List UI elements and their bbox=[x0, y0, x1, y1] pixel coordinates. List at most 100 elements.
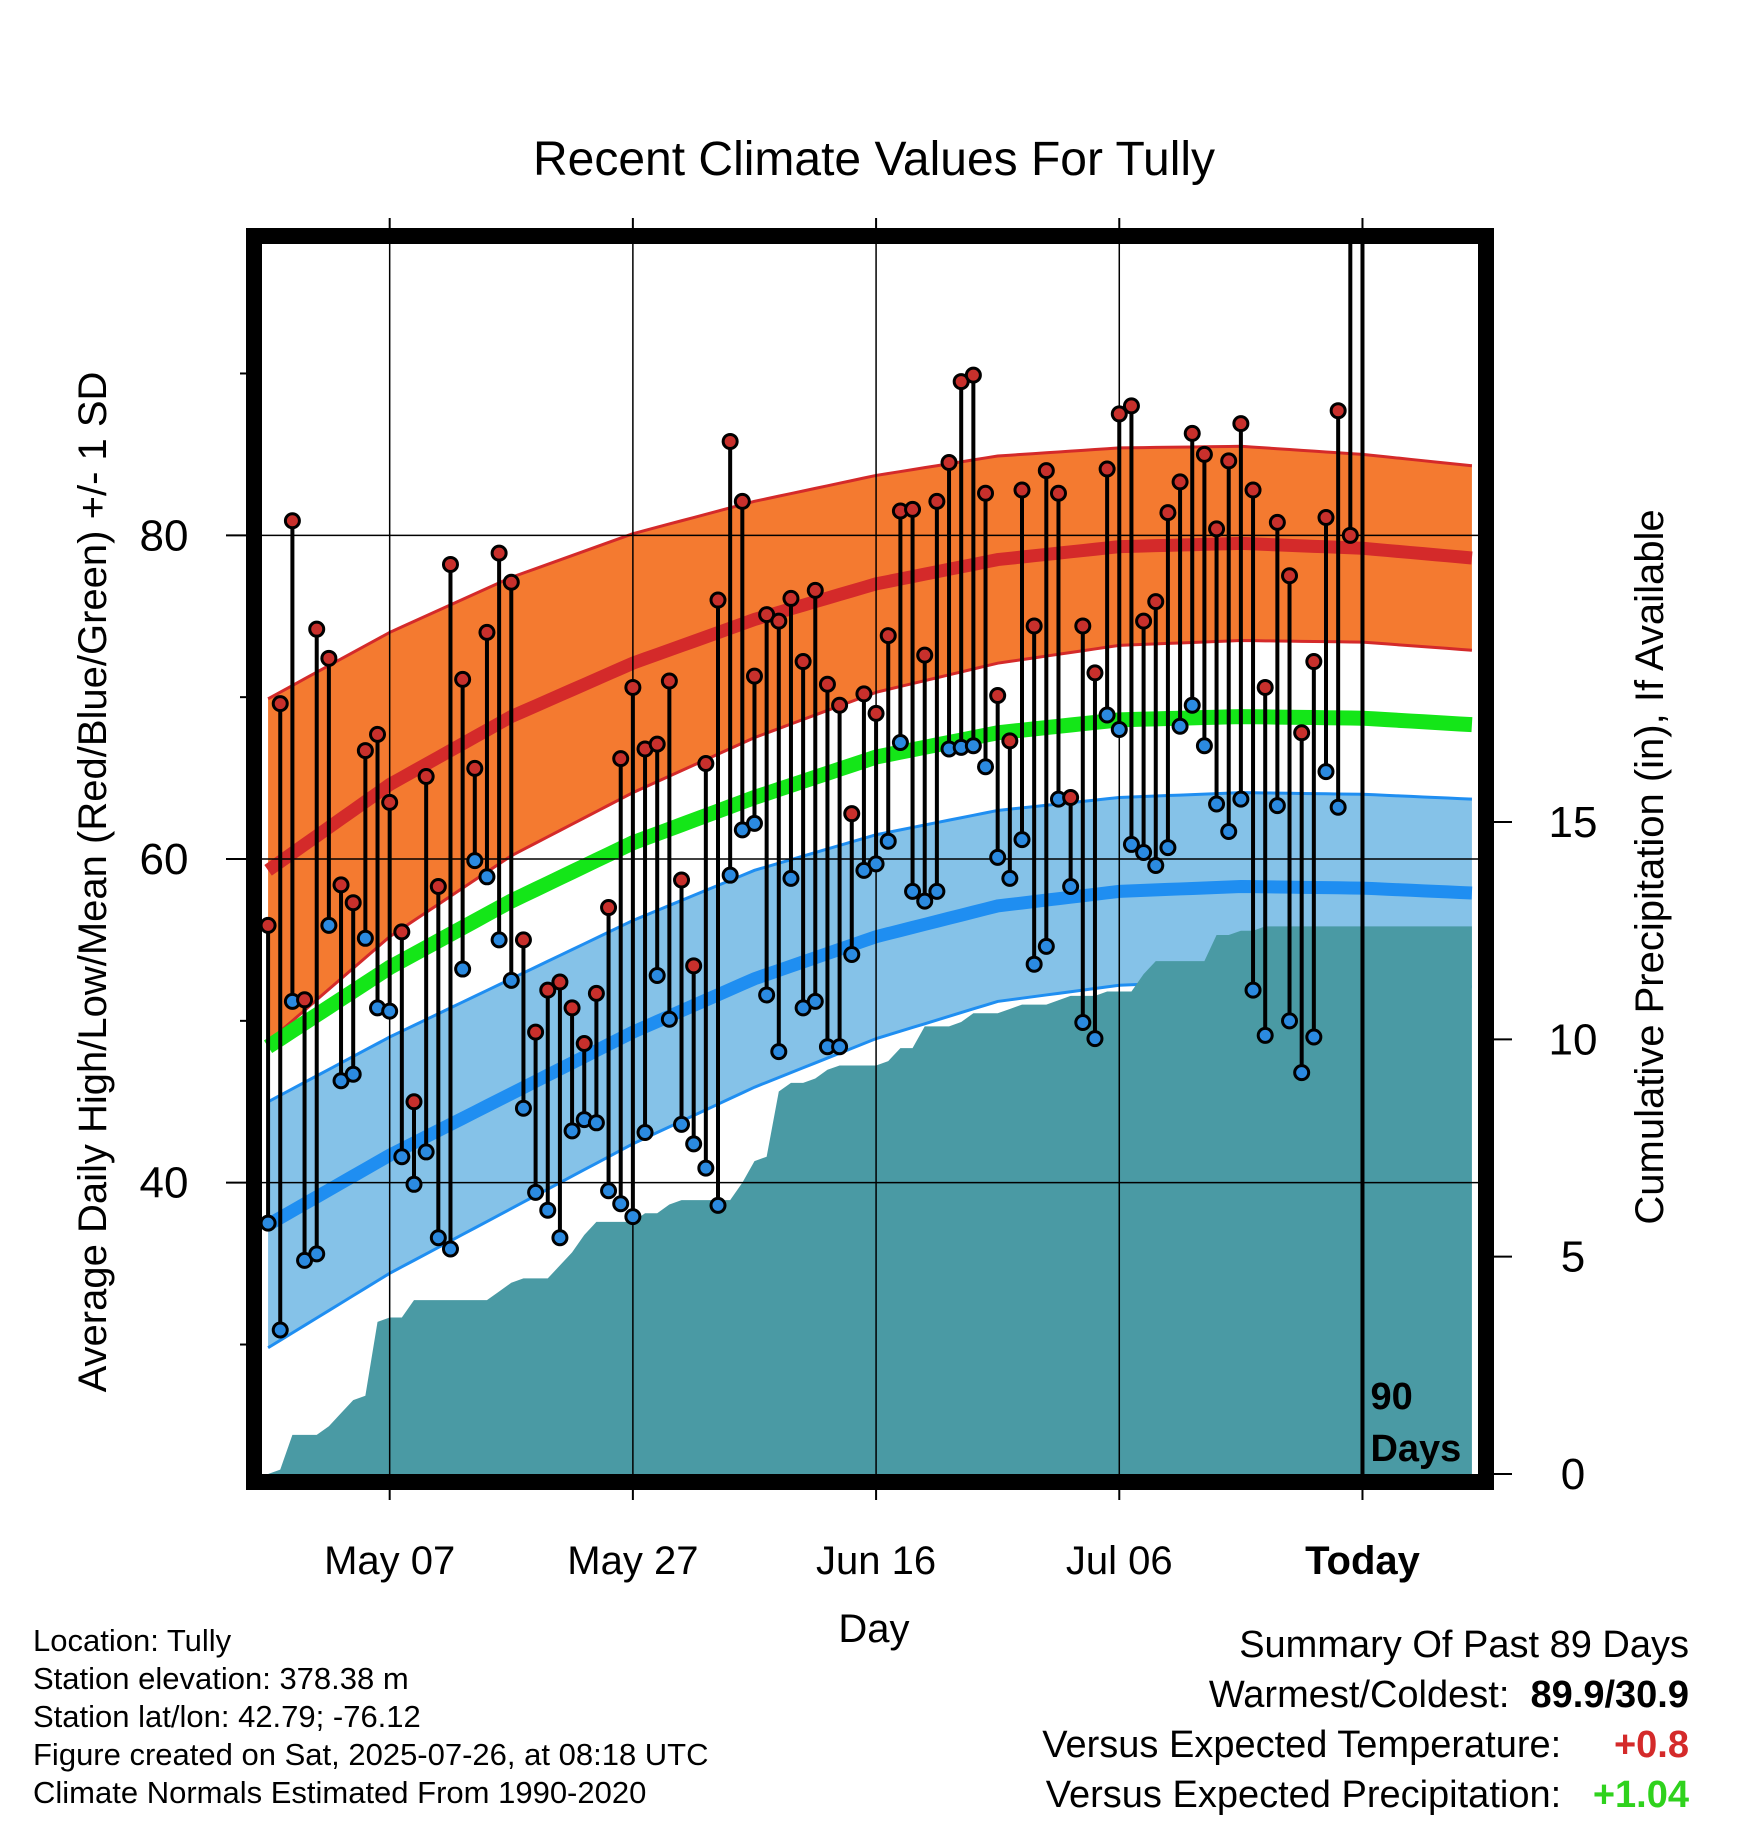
daily-low-point bbox=[1329, 798, 1347, 816]
daily-low-point bbox=[1256, 1026, 1274, 1044]
daily-high-point bbox=[1195, 445, 1213, 463]
daily-low-point bbox=[1147, 856, 1165, 874]
latlon-text: Station lat/lon: 42.79; -76.12 bbox=[33, 1699, 421, 1734]
daily-low-point bbox=[1343, 0, 1357, 7]
daily-high-point bbox=[1074, 617, 1092, 635]
daily-low-point bbox=[466, 852, 484, 870]
daily-high-point bbox=[1135, 612, 1153, 630]
summary-warmest: Warmest/Coldest: 89.9/30.9 bbox=[1209, 1674, 1689, 1717]
daily-low-point bbox=[1001, 869, 1019, 887]
daily-high-point bbox=[782, 589, 800, 607]
chart-title: Recent Climate Values For Tully bbox=[533, 133, 1215, 186]
daily-high-point bbox=[685, 957, 703, 975]
low-sd-band bbox=[268, 792, 1472, 1348]
daily-high-point bbox=[1037, 462, 1055, 480]
daily-high-point bbox=[563, 999, 581, 1017]
daily-low-point bbox=[928, 882, 946, 900]
y2-tick-label: 10 bbox=[1549, 1015, 1598, 1064]
daily-low-point bbox=[587, 1114, 605, 1132]
normal-low-line bbox=[264, 880, 1473, 1231]
x-tick-label: May 27 bbox=[567, 1539, 698, 1583]
daily-high-point bbox=[478, 623, 496, 641]
daily-low-point bbox=[1171, 717, 1189, 735]
daily-low-point bbox=[1220, 822, 1238, 840]
summary-precip: Versus Expected Precipitation: +1.04 bbox=[1046, 1774, 1689, 1817]
daily-high-point bbox=[770, 612, 788, 630]
daily-high-point bbox=[916, 646, 934, 664]
temp-label: Versus Expected Temperature: bbox=[1042, 1724, 1562, 1766]
daily-low-point bbox=[758, 986, 776, 1004]
daily-high-point bbox=[1159, 504, 1177, 522]
daily-high-point bbox=[1086, 664, 1104, 682]
daily-low-point bbox=[1208, 795, 1226, 813]
daily-low-point bbox=[721, 866, 739, 884]
daily-high-point bbox=[1220, 452, 1238, 470]
daily-high-point bbox=[308, 620, 326, 638]
daily-high-point bbox=[794, 653, 812, 671]
daily-high-point bbox=[843, 805, 861, 823]
daily-high-point bbox=[551, 973, 569, 991]
x-tick-label: Today bbox=[1305, 1539, 1421, 1583]
daily-high-point bbox=[539, 981, 557, 999]
daily-high-point bbox=[940, 453, 958, 471]
daily-high-point bbox=[977, 484, 995, 502]
daily-low-point bbox=[989, 848, 1007, 866]
daily-high-point bbox=[1110, 405, 1128, 423]
y-tick-label: 40 bbox=[140, 1159, 189, 1208]
temp-value: +0.8 bbox=[1613, 1724, 1689, 1766]
daily-low-point bbox=[539, 1201, 557, 1219]
daily-high-point bbox=[600, 899, 618, 917]
created-text: Figure created on Sat, 2025-07-26, at 08… bbox=[33, 1737, 709, 1772]
daily-high-point bbox=[1281, 567, 1299, 585]
daily-high-point bbox=[709, 591, 727, 609]
daily-high-point bbox=[697, 755, 715, 773]
daily-high-point bbox=[855, 685, 873, 703]
plot-area: 90 Days bbox=[262, 0, 1478, 1474]
daily-low-point bbox=[1305, 1028, 1323, 1046]
station-info: Location: Tully Station elevation: 378.3… bbox=[33, 1622, 709, 1812]
daily-high-point bbox=[733, 492, 751, 510]
daily-high-point bbox=[320, 649, 338, 667]
daily-high-point bbox=[393, 923, 411, 941]
daily-high-point bbox=[405, 1093, 423, 1111]
daily-high-point bbox=[673, 871, 691, 889]
daily-low-point bbox=[1110, 721, 1128, 739]
daily-high-point bbox=[904, 500, 922, 518]
daily-low-point bbox=[320, 916, 338, 934]
low-sd-band-upper-edge bbox=[267, 791, 1472, 1104]
daily-high-point bbox=[1305, 653, 1323, 671]
daily-high-point bbox=[721, 432, 739, 450]
daily-high-point bbox=[989, 687, 1007, 705]
daily-high-point bbox=[612, 750, 630, 768]
x-tick-label: Jun 16 bbox=[816, 1539, 936, 1583]
daily-low-point bbox=[891, 733, 909, 751]
daily-high-point bbox=[454, 670, 472, 688]
daily-low-point bbox=[1098, 706, 1116, 724]
daily-low-point bbox=[660, 1010, 678, 1028]
daily-low-point bbox=[490, 931, 508, 949]
daily-low-point bbox=[879, 832, 897, 850]
daily-low-point bbox=[600, 1182, 618, 1200]
daily-high-point bbox=[271, 695, 289, 713]
location-text: Location: Tully bbox=[33, 1623, 232, 1658]
daily-low-point bbox=[478, 868, 496, 886]
y2-tick-label: 0 bbox=[1561, 1450, 1585, 1499]
daily-low-point bbox=[1037, 937, 1055, 955]
daily-low-point bbox=[904, 882, 922, 900]
y2-tick-label: 15 bbox=[1549, 798, 1598, 847]
daily-high-point bbox=[1244, 481, 1262, 499]
daily-low-point bbox=[1062, 878, 1080, 896]
daily-low-point bbox=[831, 1038, 849, 1056]
daily-high-point bbox=[344, 894, 362, 912]
daily-high-point bbox=[1062, 789, 1080, 806]
daily-high-point bbox=[429, 878, 447, 896]
daily-low-point bbox=[867, 855, 885, 873]
daily-high-point bbox=[1329, 402, 1347, 420]
daily-low-point bbox=[1122, 835, 1140, 853]
daily-low-point bbox=[1183, 696, 1201, 714]
daily-high-point bbox=[466, 759, 484, 777]
daily-low-point bbox=[271, 1321, 289, 1339]
daily-low-point bbox=[745, 814, 763, 832]
daily-low-point bbox=[1293, 1064, 1311, 1082]
